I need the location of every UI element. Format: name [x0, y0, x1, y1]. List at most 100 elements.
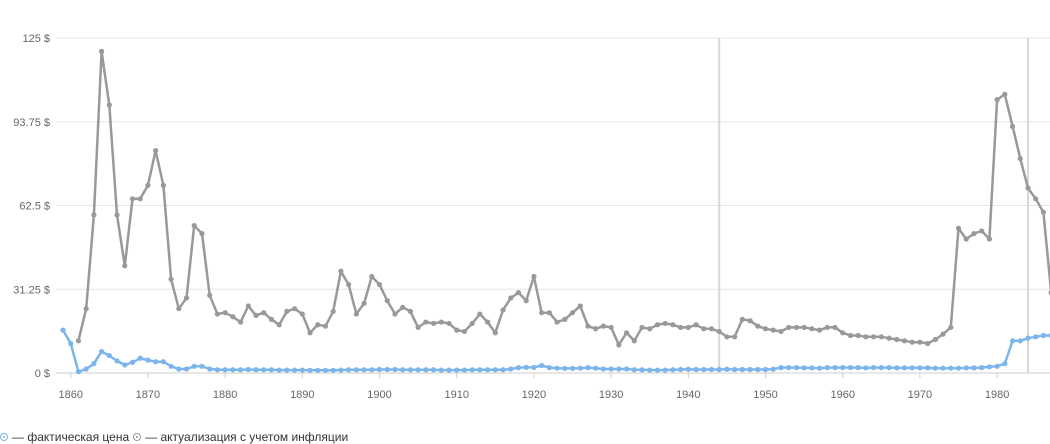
data-point-adjusted[interactable]	[631, 338, 637, 344]
data-point-nominal[interactable]	[68, 340, 74, 347]
data-point-nominal[interactable]	[585, 365, 591, 371]
data-point-adjusted[interactable]	[392, 311, 398, 317]
data-point-adjusted[interactable]	[824, 324, 830, 331]
data-point-adjusted[interactable]	[438, 319, 444, 325]
data-point-nominal[interactable]	[647, 367, 653, 373]
data-point-adjusted[interactable]	[546, 310, 552, 316]
data-point-adjusted[interactable]	[1033, 196, 1039, 202]
data-point-nominal[interactable]	[716, 366, 722, 373]
data-point-nominal[interactable]	[963, 365, 969, 371]
data-point-nominal[interactable]	[106, 352, 112, 359]
data-point-nominal[interactable]	[708, 366, 715, 373]
data-point-nominal[interactable]	[261, 367, 267, 373]
data-point-adjusted[interactable]	[461, 328, 468, 335]
data-point-nominal[interactable]	[183, 366, 190, 372]
data-point-nominal[interactable]	[346, 367, 352, 373]
data-point-nominal[interactable]	[569, 365, 576, 372]
data-point-adjusted[interactable]	[407, 308, 413, 314]
data-point-nominal[interactable]	[562, 365, 568, 372]
data-point-adjusted[interactable]	[330, 308, 336, 314]
data-point-nominal[interactable]	[554, 365, 560, 371]
data-point-adjusted[interactable]	[608, 324, 614, 331]
data-point-nominal[interactable]	[762, 366, 769, 373]
data-point-nominal[interactable]	[400, 367, 406, 373]
data-point-nominal[interactable]	[816, 365, 823, 371]
data-point-nominal[interactable]	[623, 366, 630, 372]
data-point-nominal[interactable]	[531, 364, 537, 370]
data-point-nominal[interactable]	[886, 365, 892, 371]
data-point-nominal[interactable]	[60, 327, 66, 333]
data-point-adjusted[interactable]	[153, 147, 159, 154]
data-point-nominal[interactable]	[415, 367, 421, 373]
data-point-nominal[interactable]	[847, 365, 854, 371]
data-point-adjusted[interactable]	[925, 340, 931, 347]
data-point-adjusted[interactable]	[654, 322, 661, 328]
data-point-nominal[interactable]	[1033, 334, 1039, 340]
data-point-adjusted[interactable]	[515, 290, 522, 296]
data-point-adjusted[interactable]	[793, 324, 800, 331]
data-point-nominal[interactable]	[430, 367, 437, 373]
data-point-nominal[interactable]	[469, 367, 475, 373]
data-point-adjusted[interactable]	[400, 304, 406, 310]
data-point-adjusted[interactable]	[585, 323, 591, 329]
data-point-nominal[interactable]	[577, 365, 583, 371]
data-point-adjusted[interactable]	[160, 182, 166, 188]
data-point-adjusted[interactable]	[222, 310, 228, 316]
data-point-adjusted[interactable]	[492, 330, 498, 336]
data-point-nominal[interactable]	[739, 366, 745, 373]
data-point-adjusted[interactable]	[569, 310, 576, 316]
data-point-adjusted[interactable]	[678, 324, 684, 331]
data-point-nominal[interactable]	[724, 366, 730, 372]
data-point-adjusted[interactable]	[369, 273, 375, 280]
data-point-nominal[interactable]	[392, 366, 398, 373]
data-point-adjusted[interactable]	[708, 326, 715, 332]
data-point-adjusted[interactable]	[446, 320, 452, 327]
data-point-adjusted[interactable]	[809, 326, 815, 332]
data-point-nominal[interactable]	[1040, 332, 1047, 339]
data-point-nominal[interactable]	[515, 365, 522, 371]
data-point-adjusted[interactable]	[855, 332, 861, 339]
data-point-nominal[interactable]	[855, 365, 861, 371]
data-point-nominal[interactable]	[608, 366, 614, 372]
data-point-adjusted[interactable]	[191, 223, 197, 229]
data-point-adjusted[interactable]	[500, 307, 506, 313]
data-point-adjusted[interactable]	[840, 330, 846, 336]
data-point-nominal[interactable]	[176, 366, 182, 372]
data-point-adjusted[interactable]	[129, 196, 136, 202]
data-point-adjusted[interactable]	[693, 322, 699, 328]
data-point-adjusted[interactable]	[940, 331, 946, 337]
data-point-adjusted[interactable]	[994, 97, 1000, 103]
data-point-nominal[interactable]	[199, 363, 205, 369]
data-point-adjusted[interactable]	[430, 320, 437, 327]
data-point-adjusted[interactable]	[207, 292, 213, 298]
data-point-nominal[interactable]	[948, 365, 954, 371]
data-point-adjusted[interactable]	[894, 336, 900, 343]
data-point-adjusted[interactable]	[948, 324, 954, 331]
data-point-adjusted[interactable]	[863, 334, 869, 340]
data-point-adjusted[interactable]	[346, 281, 352, 288]
data-point-adjusted[interactable]	[662, 320, 668, 327]
data-point-nominal[interactable]	[793, 365, 800, 371]
data-point-nominal[interactable]	[732, 366, 738, 373]
data-point-nominal[interactable]	[222, 367, 228, 373]
data-point-adjusted[interactable]	[268, 316, 275, 322]
data-point-nominal[interactable]	[824, 365, 830, 371]
data-point-adjusted[interactable]	[83, 306, 89, 312]
data-point-adjusted[interactable]	[199, 231, 205, 237]
data-point-nominal[interactable]	[1002, 361, 1008, 367]
data-point-nominal[interactable]	[376, 366, 383, 373]
data-point-adjusted[interactable]	[237, 319, 244, 325]
data-point-adjusted[interactable]	[732, 334, 738, 340]
data-point-adjusted[interactable]	[508, 295, 514, 301]
data-point-adjusted[interactable]	[593, 326, 599, 332]
data-point-nominal[interactable]	[338, 367, 344, 373]
data-point-adjusted[interactable]	[75, 338, 82, 344]
data-point-nominal[interactable]	[477, 367, 483, 373]
data-point-nominal[interactable]	[539, 362, 545, 369]
data-point-nominal[interactable]	[593, 365, 599, 371]
data-point-nominal[interactable]	[114, 358, 120, 364]
data-point-adjusted[interactable]	[230, 314, 236, 320]
data-point-adjusted[interactable]	[539, 310, 545, 316]
data-point-nominal[interactable]	[685, 366, 691, 372]
data-point-nominal[interactable]	[631, 367, 637, 373]
